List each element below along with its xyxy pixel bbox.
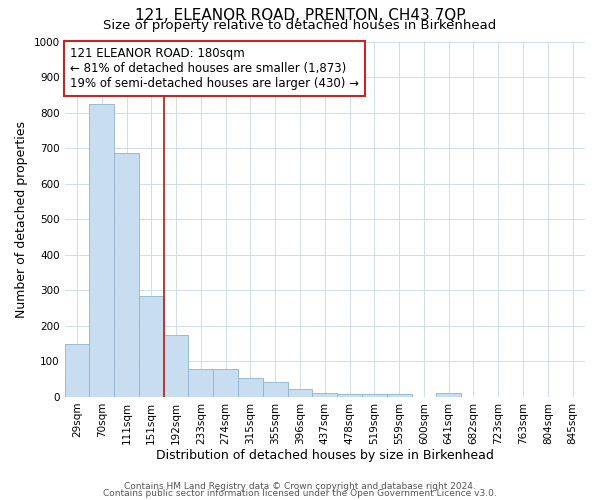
Bar [213, 368, 238, 397]
Bar [387, 394, 412, 397]
Bar [139, 296, 164, 397]
Y-axis label: Number of detached properties: Number of detached properties [15, 120, 28, 318]
X-axis label: Distribution of detached houses by size in Birkenhead: Distribution of detached houses by size … [156, 450, 494, 462]
Text: Size of property relative to detached houses in Birkenhead: Size of property relative to detached ho… [103, 19, 497, 32]
Text: Contains HM Land Registry data © Crown copyright and database right 2024.: Contains HM Land Registry data © Crown c… [124, 482, 476, 491]
Bar [313, 392, 337, 397]
Bar [263, 382, 287, 397]
Bar [362, 394, 387, 397]
Bar [114, 154, 139, 397]
Text: 121 ELEANOR ROAD: 180sqm
← 81% of detached houses are smaller (1,873)
19% of sem: 121 ELEANOR ROAD: 180sqm ← 81% of detach… [70, 47, 359, 90]
Bar [436, 394, 461, 397]
Bar [164, 335, 188, 397]
Bar [238, 378, 263, 397]
Bar [287, 389, 313, 397]
Bar [188, 368, 213, 397]
Bar [65, 344, 89, 397]
Text: 121, ELEANOR ROAD, PRENTON, CH43 7QP: 121, ELEANOR ROAD, PRENTON, CH43 7QP [135, 8, 465, 22]
Text: Contains public sector information licensed under the Open Government Licence v3: Contains public sector information licen… [103, 490, 497, 498]
Bar [337, 394, 362, 397]
Bar [89, 104, 114, 397]
